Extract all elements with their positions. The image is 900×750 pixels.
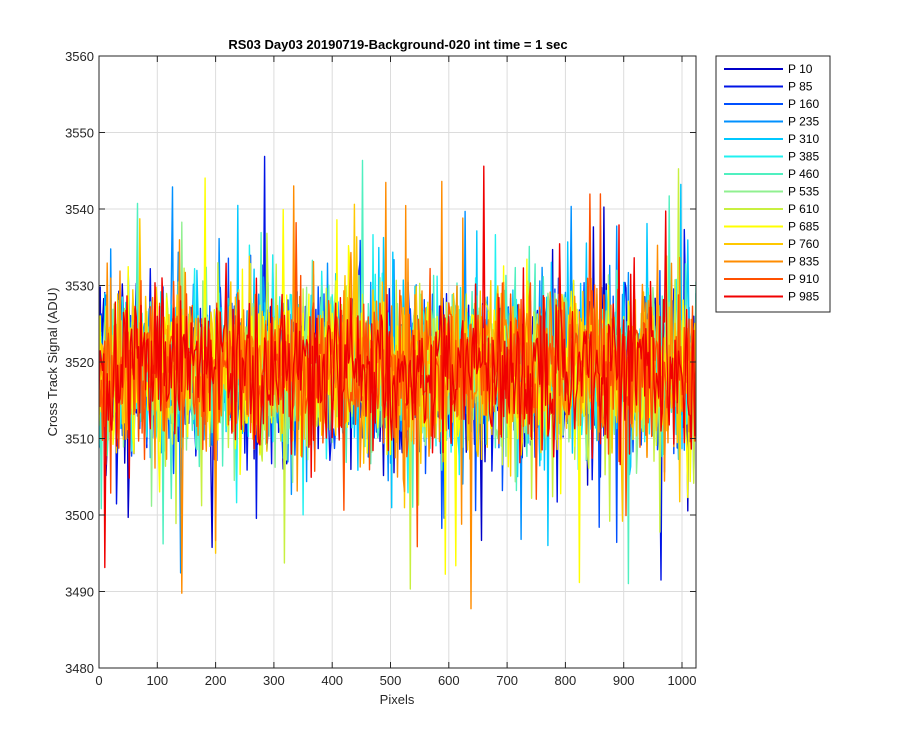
legend-entry-label: P 760	[788, 237, 819, 251]
y-tick-label: 3560	[65, 49, 94, 64]
legend-entry-label: P 10	[788, 62, 813, 76]
x-tick-label: 800	[555, 673, 577, 688]
y-tick-label: 3480	[65, 661, 94, 676]
y-tick-label: 3510	[65, 432, 94, 447]
y-axis-label: Cross Track Signal (ADU)	[45, 288, 60, 437]
legend-box	[715, 55, 831, 313]
y-tick-label: 3550	[65, 126, 94, 141]
legend-entry-label: P 910	[788, 272, 819, 286]
x-axis-label: Pixels	[380, 692, 415, 707]
legend-entry-label: P 310	[788, 132, 819, 146]
series-line-p835	[99, 180, 696, 610]
chart-title: RS03 Day03 20190719-Background-020 int t…	[228, 37, 567, 52]
legend-entry-label: P 835	[788, 255, 819, 269]
x-tick-label: 600	[438, 673, 460, 688]
legend-entry-label: P 85	[788, 80, 813, 94]
legend-entry-label: P 535	[788, 185, 819, 199]
legend: P 10 P 85 P 160 P 235 P 310 P 385 P 460 P 535 P …	[715, 55, 831, 313]
legend-entry-label: P 160	[788, 97, 819, 111]
legend-entry-label: P 385	[788, 150, 819, 164]
legend-entry-label: P 460	[788, 167, 819, 181]
x-tick-label: 700	[496, 673, 518, 688]
series-line-p910	[99, 193, 696, 548]
series-line-p985	[99, 165, 696, 569]
axis-ticks	[98, 55, 696, 669]
axis-tick-labels: 0 100 200 300 400 500 600 700 800 900 1000 3480 3490…	[65, 49, 696, 688]
x-tick-label: 500	[380, 673, 402, 688]
y-tick-label: 3530	[65, 279, 94, 294]
legend-entry-label: P 610	[788, 202, 819, 216]
x-tick-label: 0	[95, 673, 102, 688]
x-tick-label: 100	[146, 673, 168, 688]
legend-entry-label: P 235	[788, 115, 819, 129]
x-tick-label: 200	[205, 673, 227, 688]
y-tick-label: 3540	[65, 202, 94, 217]
y-tick-label: 3490	[65, 585, 94, 600]
x-tick-label: 400	[321, 673, 343, 688]
y-tick-label: 3500	[65, 508, 94, 523]
legend-entry-label: P 685	[788, 220, 819, 234]
x-tick-label: 900	[613, 673, 635, 688]
x-tick-label: 1000	[668, 673, 697, 688]
legend-entry-label: P 985	[788, 290, 819, 304]
series-lines	[99, 155, 696, 610]
y-tick-label: 3520	[65, 355, 94, 370]
x-tick-label: 300	[263, 673, 285, 688]
